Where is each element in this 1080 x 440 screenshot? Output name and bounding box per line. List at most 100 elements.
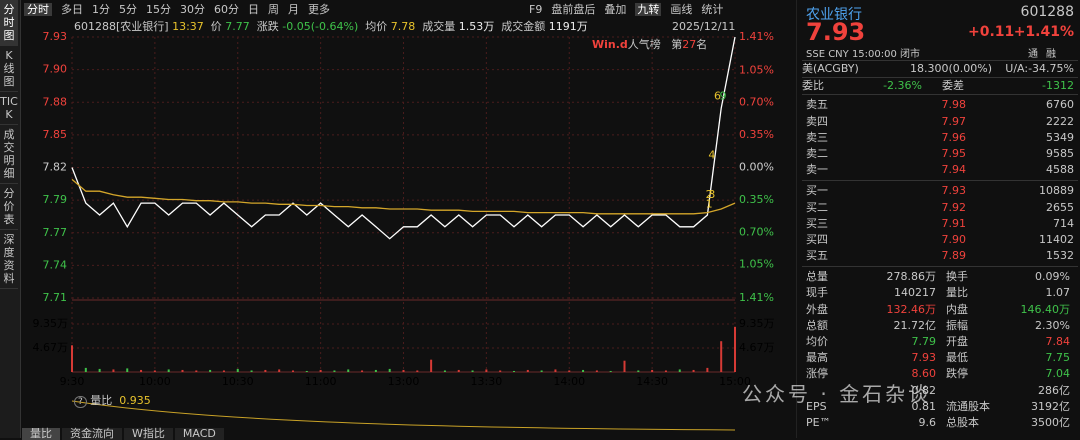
y2-tick-label: 1.41%: [739, 30, 774, 43]
bottom-tab[interactable]: 量比: [22, 428, 60, 440]
volume-bar: [278, 369, 281, 372]
period-tab[interactable]: 多日: [61, 3, 83, 16]
order-row: 买四 7.90 11402: [802, 232, 1078, 248]
stat-value: 3500亿: [1031, 415, 1070, 429]
y-tick-label: 7.85: [43, 128, 68, 141]
order-row: 卖五 7.98 6760: [802, 97, 1078, 113]
tool-button[interactable]: 九转: [635, 3, 662, 16]
adr-label: 美(ACGBY): [802, 62, 859, 75]
change: +0.11: [968, 24, 1015, 40]
volume-bar: [167, 369, 170, 372]
date: 2025/12/11: [672, 20, 736, 33]
asks: 卖五 7.98 6760 卖四 7.97 2222 卖三 7.96 5349 卖二 7.95 9585…: [802, 95, 1078, 182]
y2-tick-label: 0.70%: [739, 96, 774, 109]
volume-bar: [637, 370, 640, 372]
stat-label: 均价: [806, 335, 828, 348]
y2-tick-label: 1.05%: [739, 63, 774, 76]
bottom-tab[interactable]: MACD: [174, 428, 224, 440]
tool-button[interactable]: 叠加: [604, 3, 627, 16]
stat-label: 最低: [946, 351, 968, 365]
side-tab[interactable]: 成交明细: [0, 125, 18, 184]
label: 成交量: [422, 20, 456, 33]
volume-bar: [140, 369, 143, 372]
volume-bar: [443, 370, 446, 372]
y-tick-label: 7.90: [43, 63, 68, 76]
order-row: 买五 7.89 1532: [802, 248, 1078, 264]
tool-button[interactable]: 画线: [670, 3, 693, 16]
stock-name: 农业银行: [806, 7, 862, 23]
periods: 分时 多日 1分 5分 15分 30分 60分日周月更多: [24, 3, 339, 16]
volume-bar: [609, 370, 612, 372]
period-tab[interactable]: 5分: [119, 3, 137, 16]
period-tab[interactable]: 更多: [308, 3, 330, 16]
price: 7.96: [941, 130, 967, 144]
volume-bar: [430, 359, 433, 372]
series-line: [71, 36, 736, 240]
market-meta: SSE CNY 15:00:00 闭市: [806, 49, 921, 60]
stat-value: 278.86万: [886, 270, 937, 284]
order-ratio: -2.36%: [883, 79, 922, 93]
side-tab[interactable]: 深度资料: [0, 230, 18, 289]
last-price: 7.93: [806, 18, 866, 46]
price: 7.95: [941, 146, 967, 160]
size: 4588: [1046, 163, 1074, 177]
stat-value: 0.82: [911, 383, 937, 397]
volume-bar: [416, 370, 419, 372]
volume-bar: [526, 369, 529, 372]
stats: 总量 278.86万 换手 0.09% 现手 140217 量比 1.07 外盘 132.46万内…: [802, 267, 1078, 433]
tool-button[interactable]: 盘前盘后: [551, 3, 596, 16]
period-tab[interactable]: 15分: [146, 3, 171, 16]
bottom-tab[interactable]: W指比: [124, 428, 173, 440]
size: 1532: [1046, 249, 1074, 263]
price: 7.97: [941, 114, 967, 128]
x-tick-label: 10:30: [222, 375, 254, 388]
level: 买四: [806, 232, 828, 246]
tool-button[interactable]: 统计: [701, 3, 724, 16]
badge: 融: [1046, 49, 1056, 60]
quote-panel: 农业银行 601288 7.93 +0.11 +1.41% SSE CNY 15…: [742, 0, 1078, 438]
tool-button[interactable]: F9: [529, 3, 543, 16]
stat-label: 涨停: [806, 367, 828, 381]
side-tab[interactable]: 分时图: [0, 0, 18, 46]
volume-bar: [319, 369, 322, 372]
nine-turn-label: 4: [708, 149, 715, 162]
volume-bar: [513, 370, 515, 372]
y2-tick-label: 0.35%: [739, 193, 774, 206]
stat-label: 总额: [806, 318, 828, 332]
price: 7.93: [941, 184, 967, 198]
x-tick-label: 11:00: [305, 375, 337, 388]
side-tab[interactable]: TICK: [0, 92, 18, 125]
nine-turn-label: 2: [706, 188, 713, 201]
side-tab[interactable]: 分价表: [0, 184, 18, 230]
period-tab[interactable]: 日: [248, 3, 259, 16]
period-tab[interactable]: 30分: [180, 3, 205, 16]
stat-value: 146.40万: [1020, 302, 1071, 316]
level: 卖五: [806, 98, 828, 112]
price: 7.91: [941, 216, 967, 230]
order-row: 卖二 7.95 9585: [802, 146, 1078, 162]
volume-bar: [388, 368, 391, 372]
size: 2222: [1046, 114, 1074, 128]
stat-row: 总额 21.72亿 振幅 2.30%: [802, 318, 1078, 334]
period-tab[interactable]: 周: [268, 3, 279, 16]
period-tab[interactable]: 60分: [214, 3, 239, 16]
order-row: 卖三 7.96 5349: [802, 130, 1078, 146]
size: 9585: [1046, 146, 1074, 160]
order-row: 买二 7.92 2655: [802, 200, 1078, 216]
volume-bar: [347, 369, 350, 372]
level: 卖二: [806, 146, 828, 160]
stat-value: 0.09%: [1035, 270, 1070, 284]
bottom-tab[interactable]: 资金流向: [62, 428, 122, 440]
period-tab[interactable]: 1分: [92, 3, 110, 16]
stat-row: PE™ 9.6 总股本 3500亿: [802, 415, 1078, 431]
adr: 18.300(0.00%): [909, 62, 992, 75]
period-tab[interactable]: 分时: [24, 3, 52, 16]
label: 委差: [942, 79, 964, 93]
side-tab[interactable]: K线图: [0, 46, 18, 92]
bottom-tabs: 量比 资金流向 W指比 MACD: [22, 428, 224, 440]
volume-bar: [457, 369, 460, 372]
stock-code: 601288: [1020, 4, 1074, 20]
period-tab[interactable]: 月: [288, 3, 299, 16]
brand: Win.d: [592, 38, 628, 51]
stat-value: 132.46万: [886, 302, 937, 316]
